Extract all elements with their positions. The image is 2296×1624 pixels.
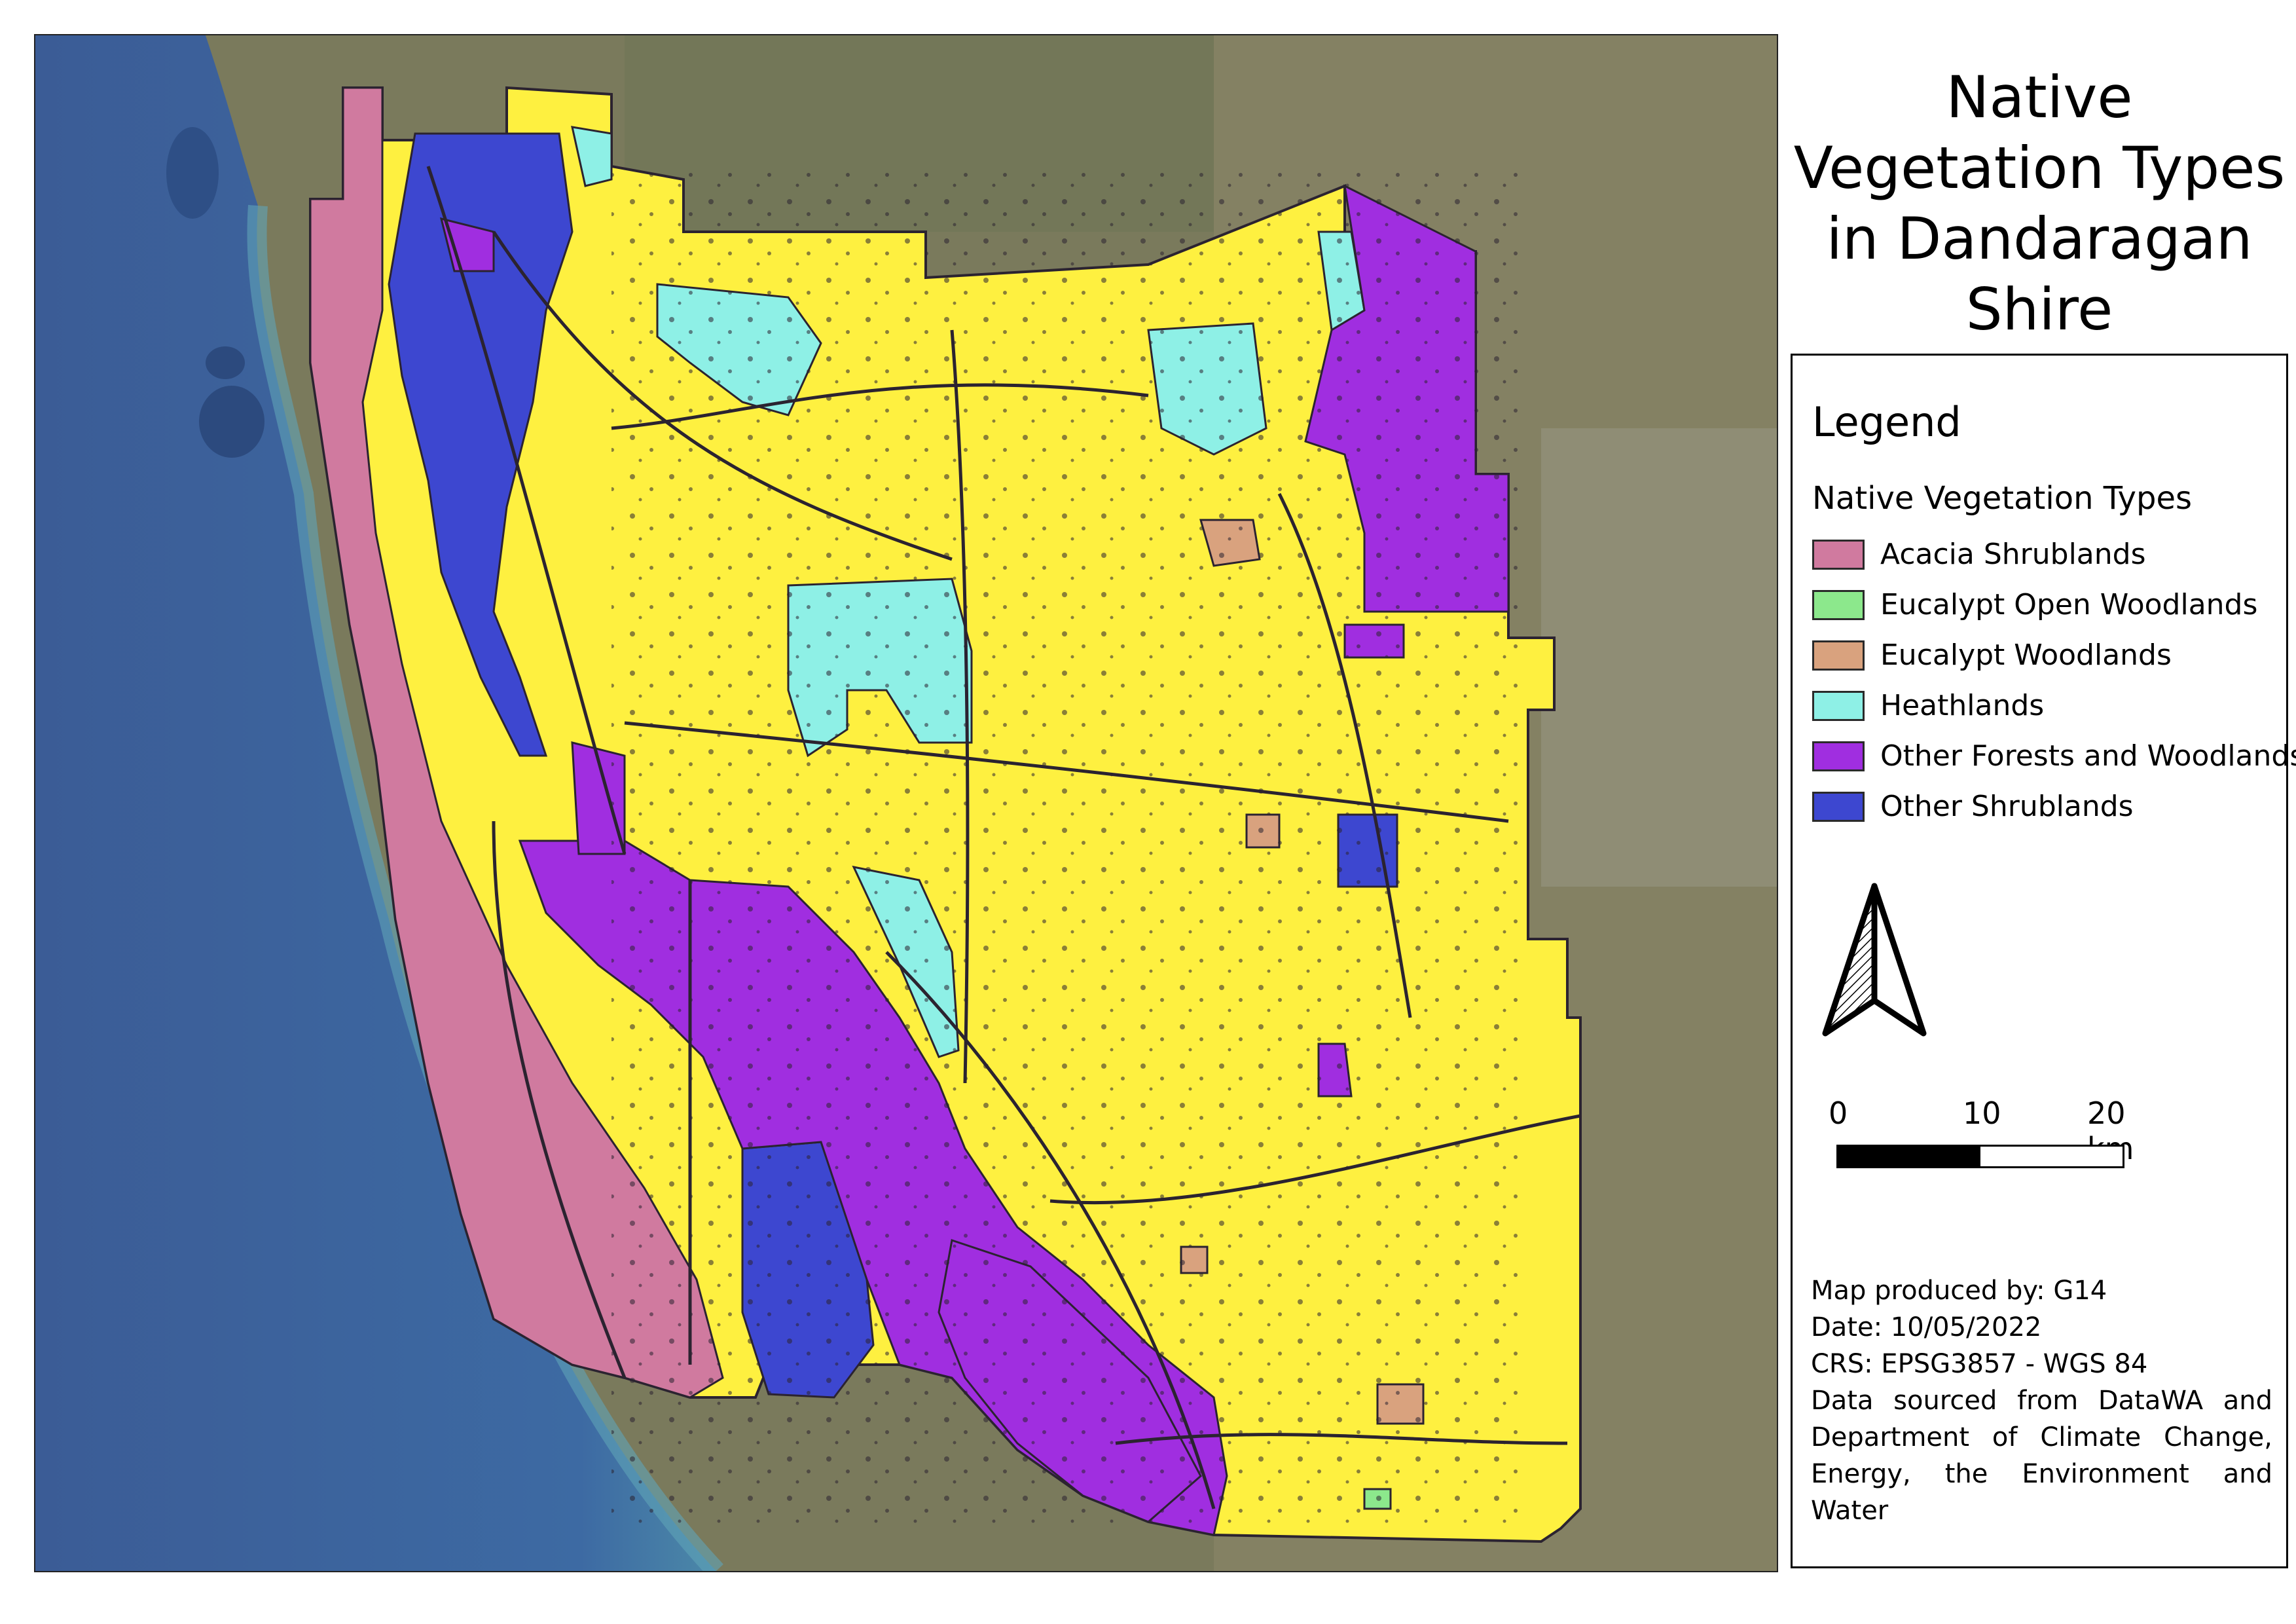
map-credits: Map produced by: G14 Date: 10/05/2022 CR… xyxy=(1811,1272,2272,1529)
legend-items: Acacia Shrublands Eucalypt Open Woodland… xyxy=(1812,529,2296,832)
legend-swatch xyxy=(1812,539,1865,570)
legend-item-eucalypt-open-woodlands: Eucalypt Open Woodlands xyxy=(1812,580,2296,630)
legend-subtitle: Native Vegetation Types xyxy=(1812,480,2193,517)
credit-date: Date: 10/05/2022 xyxy=(1811,1312,2042,1342)
legend-swatch xyxy=(1812,791,1865,822)
credit-crs: CRS: EPSG3857 - WGS 84 xyxy=(1811,1349,2148,1379)
legend-item-other-forests-and-woodlands: Other Forests and Woodlands xyxy=(1812,731,2296,781)
legend-label: Other Shrublands xyxy=(1880,790,2134,823)
legend-label: Eucalypt Open Woodlands xyxy=(1880,588,2258,621)
scale-bar: 0 10 20 km xyxy=(1812,1096,2153,1187)
legend-item-eucalypt-woodlands: Eucalypt Woodlands xyxy=(1812,630,2296,680)
map-view[interactable] xyxy=(34,34,1778,1572)
legend-panel: Legend Native Vegetation Types Acacia Sh… xyxy=(1791,354,2296,1568)
legend-label: Eucalypt Woodlands xyxy=(1880,638,2172,672)
legend-label: Acacia Shrublands xyxy=(1880,538,2146,571)
legend-item-other-shrublands: Other Shrublands xyxy=(1812,781,2296,832)
legend-swatch xyxy=(1812,589,1865,620)
vegetation-patches xyxy=(611,166,1528,1528)
road-network xyxy=(426,166,1581,1509)
map-canvas xyxy=(35,35,1777,1571)
legend-swatch xyxy=(1812,640,1865,671)
credit-source: Data sourced from DataWA and Department … xyxy=(1811,1386,2272,1526)
legend-item-acacia-shrublands: Acacia Shrublands xyxy=(1812,529,2296,580)
scale-segment-empty xyxy=(1980,1147,2123,1166)
other-shrublands-area xyxy=(388,132,574,757)
legend-item-heathlands: Heathlands xyxy=(1812,680,2296,731)
legend-title: Legend xyxy=(1812,398,1961,446)
north-arrow-icon xyxy=(1822,883,1927,1037)
scale-bar-graphic xyxy=(1836,1145,2124,1168)
scale-label-0: 0 xyxy=(1829,1096,1848,1131)
map-title: Native Vegetation Types in Dandaragan Sh… xyxy=(1793,64,2286,343)
credit-producer: Map produced by: G14 xyxy=(1811,1276,2107,1306)
legend-label: Other Forests and Woodlands xyxy=(1880,739,2296,773)
scale-label-10: 10 xyxy=(1963,1096,2001,1131)
legend-swatch xyxy=(1812,690,1865,721)
scale-segment-filled xyxy=(1838,1147,1980,1166)
legend-label: Heathlands xyxy=(1880,689,2045,722)
legend-swatch xyxy=(1812,741,1865,771)
